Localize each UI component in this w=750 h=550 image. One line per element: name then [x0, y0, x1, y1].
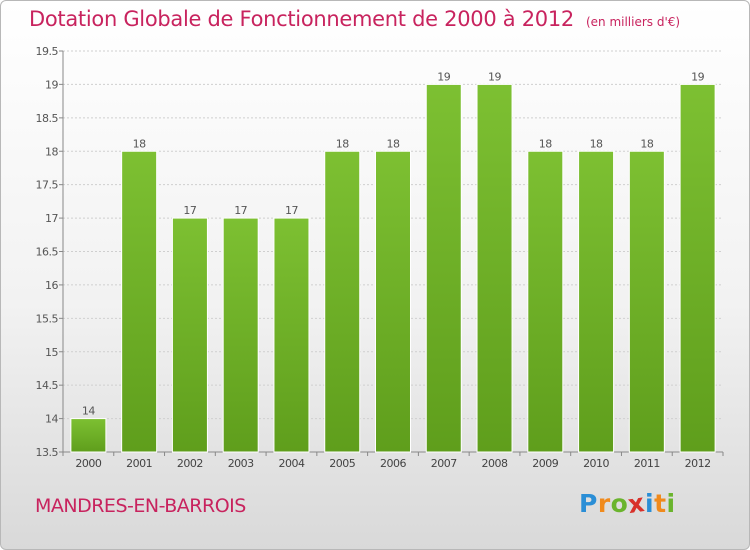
- bar-2006: [375, 150, 411, 453]
- bar-2002: [171, 217, 208, 453]
- bar-2000: [70, 418, 107, 453]
- logo-letter: r: [597, 489, 611, 518]
- x-tick-label: 2004: [278, 457, 304, 470]
- bar-2007: [425, 83, 462, 453]
- x-tick-label: 2011: [634, 457, 660, 470]
- y-tick-label: 14: [45, 413, 58, 426]
- x-tick-label: 2009: [532, 457, 558, 470]
- x-tick-label: 2008: [482, 457, 508, 470]
- y-tick-label: 13.5: [36, 446, 59, 459]
- x-tick-label: 2006: [380, 457, 406, 470]
- bar-2005: [324, 150, 361, 453]
- unit-note: (en milliers d'€): [585, 15, 681, 29]
- x-tick-label: 2005: [329, 457, 355, 470]
- chart-title: Dotation Globale de Fonctionnement de 20…: [29, 7, 574, 31]
- x-tick-label: 2003: [228, 457, 254, 470]
- logo-letter: i: [645, 489, 655, 518]
- data-label: 19: [437, 70, 450, 83]
- y-tick-label: 19.5: [36, 45, 59, 58]
- y-tick-label: 15.5: [36, 312, 59, 325]
- y-tick-label: 19: [45, 78, 58, 91]
- y-tick-label: 17.5: [36, 179, 59, 192]
- data-label: 14: [82, 405, 95, 418]
- bar-2004: [273, 217, 310, 453]
- data-label: 18: [387, 137, 400, 150]
- y-tick-label: 14.5: [36, 379, 59, 392]
- data-label: 17: [234, 204, 247, 217]
- data-label: 18: [336, 137, 349, 150]
- y-tick-label: 15: [45, 346, 58, 359]
- x-tick-label: 2007: [431, 457, 457, 470]
- data-label: 18: [539, 137, 552, 150]
- y-tick-label: 18.5: [36, 112, 59, 125]
- logo-letter: o: [610, 489, 629, 518]
- data-label: 18: [640, 137, 653, 150]
- data-label: 18: [590, 137, 603, 150]
- x-tick-label: 2012: [685, 457, 711, 470]
- x-tick-label: 2010: [583, 457, 609, 470]
- logo-letter: t: [654, 489, 667, 518]
- bar-2012: [679, 83, 716, 453]
- bar-2009: [527, 150, 564, 453]
- y-tick-label: 16.5: [36, 246, 59, 259]
- x-tick-label: 2002: [177, 457, 203, 470]
- logo-letter: x: [626, 487, 647, 520]
- x-tick-label: 2001: [126, 457, 152, 470]
- data-label: 17: [183, 204, 196, 217]
- data-label: 18: [133, 137, 146, 150]
- logo-letter: i: [666, 489, 676, 518]
- data-label: 19: [691, 70, 704, 83]
- data-label: 17: [285, 204, 298, 217]
- y-tick-label: 18: [45, 145, 58, 158]
- y-tick-label: 16: [45, 279, 58, 292]
- bar-2001: [121, 150, 158, 453]
- proxiti-logo: Proxiti: [579, 487, 676, 520]
- chart-title-block: Dotation Globale de Fonctionnement de 20…: [29, 7, 680, 31]
- y-tick-label: 17: [45, 212, 58, 225]
- bar-2010: [578, 150, 615, 453]
- bar-2003: [222, 217, 259, 453]
- logo-letter: P: [579, 489, 598, 518]
- x-tick-label: 2000: [75, 457, 101, 470]
- bar-2008: [476, 83, 513, 453]
- data-label: 19: [488, 70, 501, 83]
- commune-name: MANDRES-EN-BARROIS: [35, 495, 246, 517]
- bar-2011: [628, 150, 665, 453]
